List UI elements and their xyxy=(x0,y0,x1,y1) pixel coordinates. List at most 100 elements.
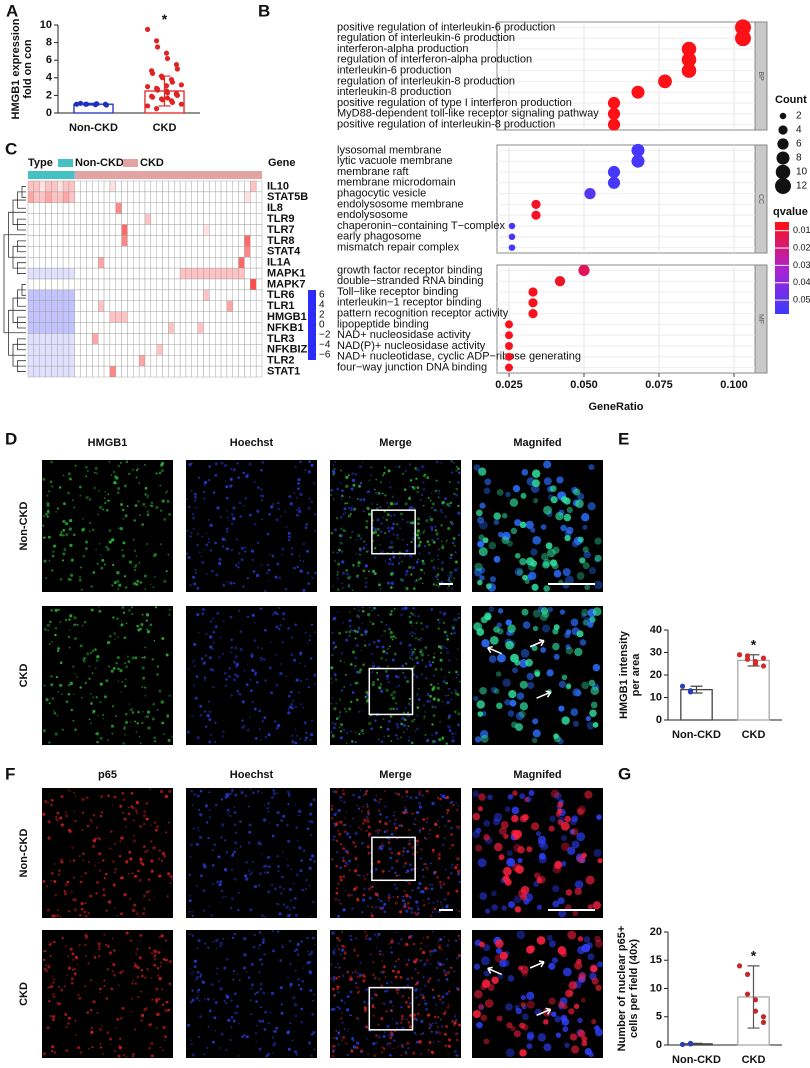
cell-signal xyxy=(526,846,533,853)
cell-signal xyxy=(479,730,489,739)
cell-signal xyxy=(99,991,102,994)
heatmap-cell xyxy=(97,202,105,214)
cell-signal xyxy=(392,555,396,559)
heatmap-cell xyxy=(92,311,99,323)
cell-signal xyxy=(594,935,601,943)
cell-signal xyxy=(379,549,382,552)
cell-signal xyxy=(448,819,451,823)
heatmap-cell xyxy=(74,235,81,247)
heatmap-cell xyxy=(179,289,187,301)
cell-signal xyxy=(193,793,196,796)
cell-signal xyxy=(504,699,511,706)
cell-signal xyxy=(191,989,194,992)
cell-signal xyxy=(395,1027,398,1030)
cell-signal xyxy=(591,1018,597,1025)
cell-signal xyxy=(456,693,460,697)
cell-signal xyxy=(134,569,136,571)
cell-signal xyxy=(148,890,151,893)
cell-signal xyxy=(110,987,114,991)
cell-signal xyxy=(385,518,389,522)
heatmap-cell xyxy=(250,191,257,203)
cell-signal xyxy=(255,680,259,684)
cell-signal xyxy=(336,944,339,947)
cell-signal xyxy=(230,548,234,552)
dot xyxy=(631,143,645,157)
cell-signal xyxy=(278,576,282,580)
cell-signal xyxy=(194,978,197,981)
cell-signal xyxy=(423,718,425,720)
cell-signal xyxy=(419,577,423,580)
cell-signal xyxy=(92,711,95,714)
gene-label: IL10 xyxy=(267,180,289,192)
cell-signal xyxy=(478,793,486,801)
cell-signal xyxy=(592,722,599,728)
cell-signal xyxy=(207,1025,210,1028)
cell-signal xyxy=(437,496,440,499)
cell-signal xyxy=(552,864,562,874)
cell-signal xyxy=(388,545,392,549)
cell-signal xyxy=(363,1000,366,1004)
cell-signal xyxy=(103,985,106,987)
cell-signal xyxy=(389,485,392,489)
cell-signal xyxy=(95,548,98,551)
cell-signal xyxy=(69,573,74,577)
cell-signal xyxy=(348,630,352,634)
cell-signal xyxy=(249,788,252,790)
cell-signal xyxy=(432,583,435,586)
cell-signal xyxy=(134,563,138,567)
cell-signal xyxy=(49,984,53,989)
cell-signal xyxy=(400,1043,403,1046)
heatmap-cell xyxy=(45,289,52,301)
cell-signal xyxy=(159,484,161,487)
cell-signal xyxy=(212,998,215,1001)
cell-signal xyxy=(366,1037,369,1040)
cell-signal xyxy=(407,711,410,714)
cell-signal xyxy=(254,1031,258,1035)
cell-signal xyxy=(574,961,583,970)
cell-signal xyxy=(394,901,398,905)
cell-signal xyxy=(437,852,441,856)
heatmap-cell xyxy=(174,344,181,356)
heatmap-cell xyxy=(86,333,93,345)
cell-signal xyxy=(342,856,345,860)
cell-signal xyxy=(295,873,299,877)
cell-signal xyxy=(281,548,284,551)
cell-signal xyxy=(386,581,390,585)
cell-signal xyxy=(572,910,579,917)
micrograph-background xyxy=(42,460,173,592)
cell-signal xyxy=(191,575,196,579)
cell-signal xyxy=(230,788,234,792)
cell-signal xyxy=(444,703,447,705)
cell-signal xyxy=(569,818,577,826)
cell-signal xyxy=(169,608,171,611)
cell-signal xyxy=(403,865,406,868)
cell-signal xyxy=(483,1038,490,1045)
cell-signal xyxy=(336,962,339,965)
cell-signal xyxy=(192,827,196,830)
cell-signal xyxy=(288,539,291,542)
cell-signal xyxy=(377,639,381,643)
cell-signal xyxy=(55,818,57,821)
cell-signal xyxy=(294,728,297,731)
cell-signal xyxy=(43,536,46,539)
heatmap-cell xyxy=(57,311,64,323)
cell-signal xyxy=(243,1034,246,1037)
cell-signal xyxy=(374,488,376,491)
cell-signal xyxy=(53,1051,56,1054)
cell-signal xyxy=(455,1038,459,1042)
cell-signal xyxy=(47,819,51,823)
cell-signal xyxy=(296,487,300,491)
cell-signal xyxy=(423,715,426,718)
cell-signal xyxy=(395,502,399,506)
heatmap-cell xyxy=(86,191,93,203)
term-label: interferon-alpha production xyxy=(337,43,468,55)
cell-signal xyxy=(81,797,85,802)
heatmap-cell xyxy=(255,333,263,345)
cell-signal xyxy=(275,654,278,656)
cell-signal xyxy=(95,892,98,895)
cell-signal xyxy=(360,810,363,813)
cell-signal xyxy=(295,678,299,682)
cell-signal xyxy=(295,734,298,737)
cell-signal xyxy=(516,930,526,940)
cell-signal xyxy=(223,966,227,970)
